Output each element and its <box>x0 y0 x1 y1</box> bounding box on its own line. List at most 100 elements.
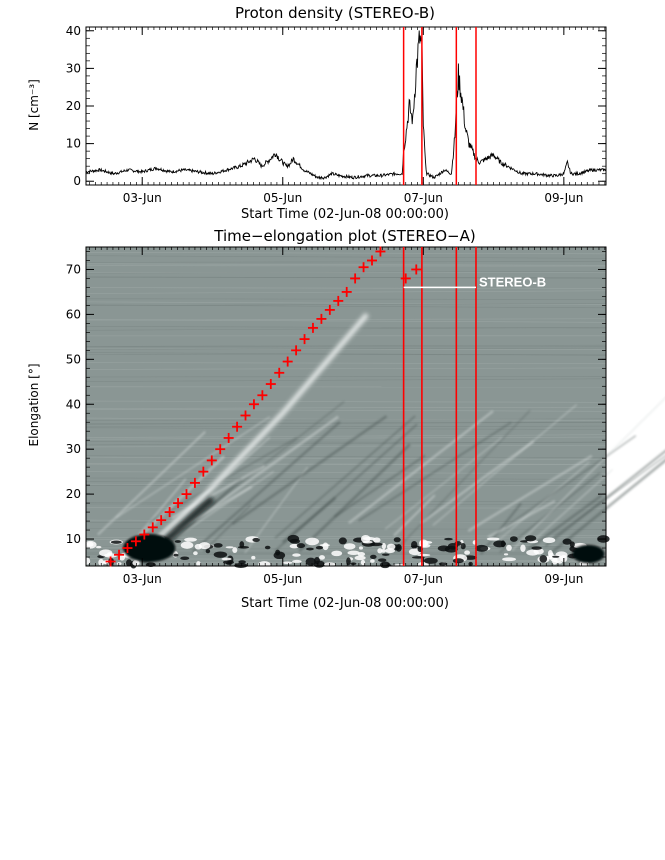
map-speckle <box>370 559 375 563</box>
map-speckle <box>282 561 293 565</box>
map-speckle <box>350 562 357 566</box>
map-streak <box>546 458 665 558</box>
map-streak <box>384 436 503 530</box>
map-speckle <box>305 547 314 551</box>
map-speckle <box>539 555 548 563</box>
map-speckle <box>184 537 197 542</box>
stereo-b-label: STEREO-B <box>479 274 546 289</box>
map-band <box>85 456 607 460</box>
bottom-chart-xlabel: Start Time (02-Jun-08 00:00:00) <box>241 596 449 611</box>
map-speckle <box>180 556 190 561</box>
map-speckle <box>343 543 356 550</box>
track-marker <box>156 515 167 526</box>
map-band <box>85 347 607 350</box>
map-speckle <box>116 562 122 566</box>
map-speckle <box>362 537 376 541</box>
map-speckle <box>475 544 489 552</box>
map-band <box>85 400 607 403</box>
map-band <box>85 362 607 365</box>
map-band <box>85 261 607 263</box>
map-band <box>85 422 607 425</box>
track-marker <box>265 379 276 390</box>
map-speckle <box>452 558 464 564</box>
map-streak <box>191 420 341 553</box>
map-speckle <box>447 543 459 550</box>
map-speckle <box>360 559 366 566</box>
map-speckle <box>362 540 373 544</box>
map-speckle <box>196 561 201 567</box>
track-marker <box>324 304 335 315</box>
map-speckle <box>194 543 202 550</box>
map-speckle <box>531 546 542 550</box>
map-speckle <box>292 559 302 563</box>
map-speckle <box>386 543 396 550</box>
track-marker <box>130 536 141 547</box>
map-streak <box>479 502 522 555</box>
map-band <box>85 271 607 274</box>
map-speckle <box>381 553 390 556</box>
map-speckle <box>486 537 500 541</box>
map-band <box>85 409 607 412</box>
track-marker <box>240 410 251 421</box>
map-speckle <box>305 557 317 566</box>
map-streak <box>348 410 494 525</box>
map-speckle <box>193 551 198 556</box>
map-band <box>85 326 607 329</box>
track-marker <box>274 367 285 378</box>
map-band <box>85 352 607 356</box>
map-speckle <box>438 562 448 566</box>
map-speckle <box>174 540 182 543</box>
track-marker <box>139 529 150 540</box>
map-band <box>85 255 607 259</box>
bottom-xtick-label: 09-Jun <box>544 572 583 586</box>
track-marker <box>400 273 411 284</box>
map-band <box>85 263 607 266</box>
bottom-ytick-label: 50 <box>66 352 81 366</box>
track-marker <box>105 556 116 567</box>
map-band <box>85 477 607 480</box>
map-speckle <box>213 551 228 558</box>
map-speckle <box>444 537 453 541</box>
map-speckle <box>354 555 366 561</box>
map-band <box>85 319 607 323</box>
map-speckle <box>173 553 179 557</box>
map-speckle <box>180 541 194 549</box>
map-band <box>85 436 607 440</box>
top-plot-area: 03-Jun 05-Jun 07-Jun 09-Jun 0 10 20 30 40 <box>66 24 607 205</box>
map-speckle <box>377 548 383 554</box>
map-speckle <box>275 549 281 556</box>
map-band <box>85 553 607 556</box>
map-band <box>85 304 607 309</box>
map-speckle <box>338 537 347 545</box>
map-streak <box>420 440 535 525</box>
map-band <box>85 327 607 331</box>
map-band <box>85 301 607 305</box>
map-speckle <box>287 534 300 543</box>
track-marker <box>358 262 369 273</box>
top-frame <box>85 26 607 186</box>
map-band <box>85 265 607 267</box>
map-streak <box>544 450 665 547</box>
track-marker <box>367 255 377 266</box>
track-marker <box>223 432 234 443</box>
map-streak <box>358 421 512 522</box>
top-ytick-label: 10 <box>66 137 81 151</box>
map-speckle <box>107 552 113 556</box>
map-speckle <box>296 543 306 549</box>
bottom-ytick-label: 60 <box>66 307 81 321</box>
map-speckle <box>110 540 122 544</box>
map-streak <box>274 415 416 539</box>
track-marker <box>147 522 158 533</box>
track-marker <box>206 455 217 466</box>
map-speckle <box>526 549 539 556</box>
map-speckle <box>468 561 473 567</box>
top-chart-xlabel: Start Time (02-Jun-08 00:00:00) <box>241 207 449 222</box>
map-band <box>85 425 607 428</box>
top-xtick-label: 03-Jun <box>123 191 162 205</box>
map-band <box>85 421 607 424</box>
track-marker <box>333 295 344 306</box>
map-speckle <box>222 560 235 565</box>
map-speckle <box>358 546 363 550</box>
cme-bright-track <box>133 312 369 564</box>
